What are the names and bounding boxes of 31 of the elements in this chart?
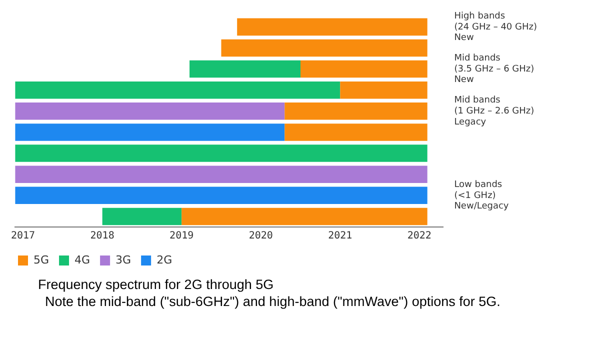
bar	[300, 60, 428, 78]
bar	[237, 18, 428, 36]
bar	[15, 166, 428, 183]
bar	[15, 186, 428, 204]
bar	[284, 124, 428, 141]
bar	[221, 39, 428, 57]
x-tick-label: 2020	[248, 230, 273, 242]
x-tick-label: 2018	[90, 230, 114, 242]
bar	[15, 81, 340, 99]
bar	[340, 81, 428, 99]
text: Note the mid-band ("sub-6GHz") and high-band ("mmWave") options for 5G.	[44, 293, 502, 310]
text: Frequency spectrum for 2G through 5G	[38, 276, 275, 293]
bar	[102, 208, 182, 226]
y-tick-label: Low bands (<1 GHz) New/Legacy	[454, 180, 510, 212]
x-tick-label: 2019	[170, 230, 194, 242]
legend-label: 2G	[156, 253, 172, 266]
bar	[15, 102, 285, 120]
bar	[182, 208, 428, 226]
x-tick-label: 2017	[10, 230, 36, 242]
bar	[15, 124, 285, 141]
bar	[284, 102, 428, 120]
y-tick-label: High bands (24 GHz – 40 GHz) New	[454, 11, 538, 44]
x-tick-label: 2021	[328, 230, 352, 242]
bar	[15, 144, 428, 162]
y-tick-label: Mid bands (1 GHz – 2.6 GHz) Legacy	[454, 96, 534, 128]
x-tick-label: 2022	[407, 230, 432, 242]
bar	[190, 60, 301, 78]
legend-label: 3G	[116, 253, 132, 266]
y-tick-label: Mid bands (3.5 GHz – 6 GHz) New	[454, 54, 534, 86]
legend-label: 4G	[74, 253, 90, 266]
legend-label: 5G	[34, 253, 50, 266]
